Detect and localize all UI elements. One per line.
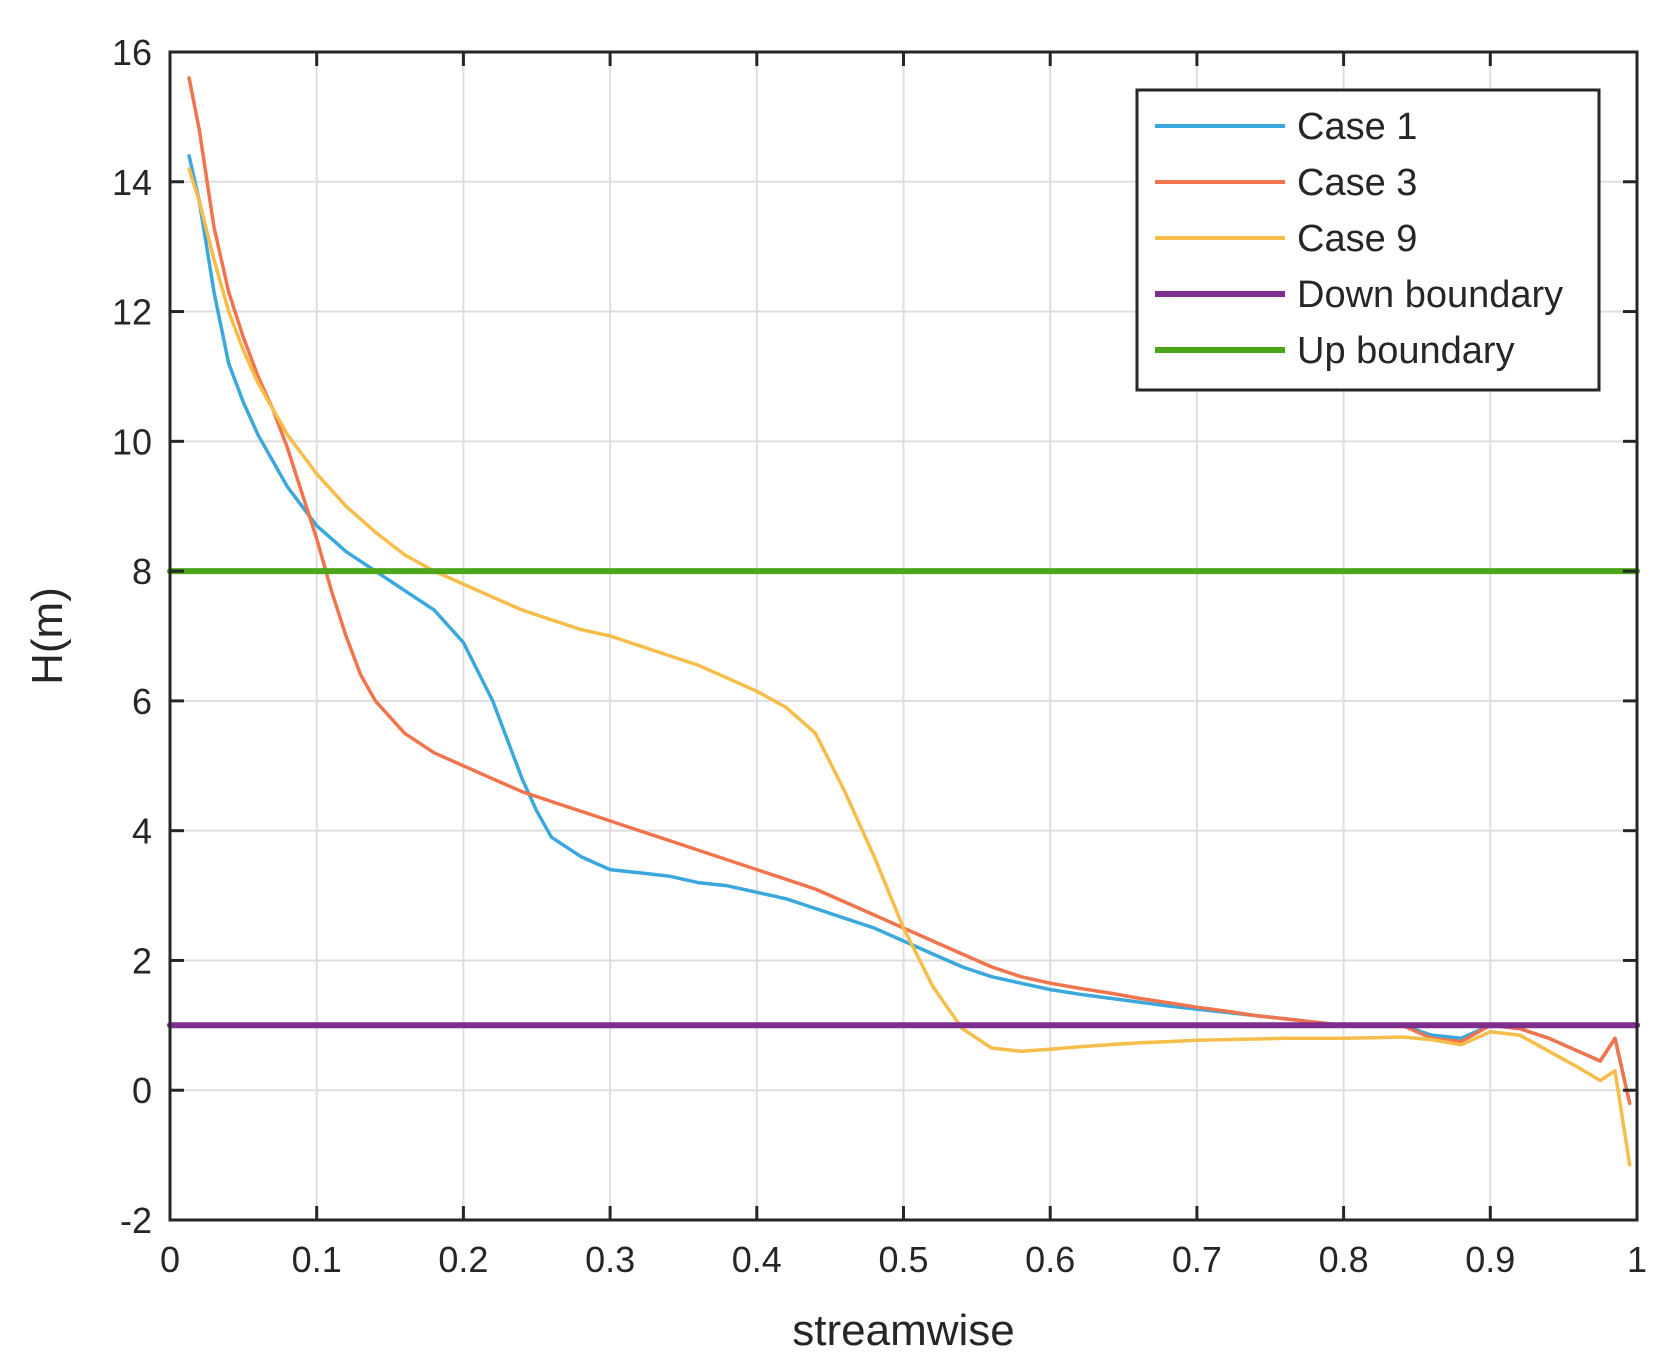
y-tick-label: 12 — [112, 292, 152, 333]
y-tick-label: 0 — [132, 1070, 152, 1111]
series-layer — [167, 76, 1640, 1167]
legend-label: Down boundary — [1297, 274, 1563, 316]
legend: Case 1 Case 3 Case 9 Down boundary Up bounda… — [1135, 88, 1601, 392]
x-tick-label: 0.6 — [1025, 1239, 1075, 1280]
x-tick-label: 0.3 — [585, 1239, 635, 1280]
x-tick-label: 0 — [160, 1239, 180, 1280]
y-tick-label: 8 — [132, 551, 152, 592]
y-tick-label: 14 — [112, 162, 152, 203]
x-tick-label: 1 — [1627, 1239, 1647, 1280]
y-tick-label: 4 — [132, 811, 152, 852]
y-axis-label: H(m) — [23, 587, 72, 685]
y-tick-label: 10 — [112, 421, 152, 462]
legend-label: Case 3 — [1297, 162, 1417, 204]
ticks: 0 0.1 0.2 0.3 0.4 0.5 0.6 0.7 0.8 0.9 1-2024681012… — [112, 32, 1647, 1280]
legend-label: Up boundary — [1297, 330, 1515, 372]
x-axis-label: streamwise — [792, 1306, 1015, 1355]
legend-label: Case 9 — [1297, 218, 1417, 260]
x-tick-label: 0.9 — [1465, 1239, 1515, 1280]
x-tick-label: 0.1 — [292, 1239, 342, 1280]
x-tick-label: 0.7 — [1172, 1239, 1222, 1280]
y-tick-label: 16 — [112, 32, 152, 73]
x-tick-label: 0.8 — [1319, 1239, 1369, 1280]
series-line-case-9 — [187, 167, 1632, 1167]
y-tick-label: 2 — [132, 940, 152, 981]
x-tick-label: 0.4 — [732, 1239, 782, 1280]
legend-label: Case 1 — [1297, 106, 1417, 148]
y-tick-label: -2 — [120, 1200, 152, 1241]
y-tick-label: 6 — [132, 681, 152, 722]
x-tick-label: 0.5 — [878, 1239, 928, 1280]
x-tick-label: 0.2 — [438, 1239, 488, 1280]
